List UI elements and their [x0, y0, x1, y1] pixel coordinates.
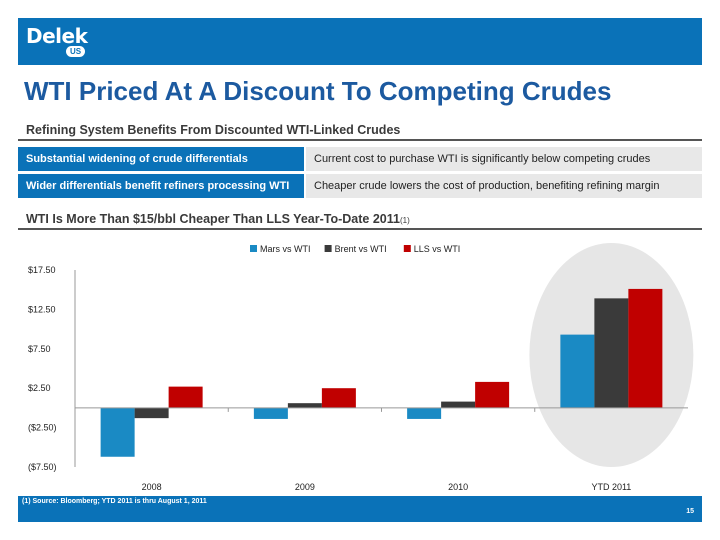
chart-heading-footnote-marker: (1) — [399, 216, 410, 225]
x-tick-label: 2008 — [142, 482, 162, 492]
bar-2010-2 — [475, 381, 510, 408]
logo-badge: US — [66, 46, 86, 57]
y-tick-label: ($7.50) — [28, 462, 57, 472]
y-tick-label: $17.50 — [28, 265, 56, 275]
benefit-row-2: Wider differentials benefit refiners pro… — [18, 174, 702, 198]
crude-differentials-chart: Mars vs WTI Brent vs WTI LLS vs WTI $17.50 $… — [28, 243, 694, 492]
page-title: WTI Priced At A Discount To Competing Cr… — [24, 76, 612, 106]
bar-2010-0 — [407, 407, 442, 419]
footnote-bar: (1) Source: Bloomberg; YTD 2011 is thru … — [18, 496, 702, 522]
benefit-row-1-text: Current cost to purchase WTI is signific… — [306, 147, 702, 171]
bar-ytd-2011-2 — [628, 288, 663, 408]
legend-label-1: Brent vs WTI — [335, 244, 387, 254]
section-rule-2 — [18, 228, 702, 230]
bar-2009-2 — [321, 388, 356, 408]
x-tick-label: 2009 — [295, 482, 315, 492]
bar-2008-1 — [134, 407, 169, 419]
benefit-row-1: Substantial widening of crude differenti… — [18, 147, 702, 171]
section-heading-chart: WTI Is More Than $15/bbl Cheaper Than LL… — [26, 212, 410, 226]
footnote-source: (1) Source: Bloomberg; YTD 2011 is thru … — [22, 498, 207, 505]
y-tick-label: $2.50 — [28, 383, 51, 393]
legend-swatch-1 — [324, 245, 332, 252]
section-heading-refining: Refining System Benefits From Discounted… — [26, 123, 401, 137]
logo-text: Delek — [26, 24, 88, 48]
legend-swatch-2 — [403, 245, 411, 252]
benefit-row-1-label: Substantial widening of crude differenti… — [18, 147, 304, 171]
bar-2008-2 — [168, 386, 203, 408]
page-number: 15 — [686, 508, 694, 515]
y-tick-label: $12.50 — [28, 304, 56, 314]
y-tick-label: $7.50 — [28, 344, 51, 354]
legend-label-2: LLS vs WTI — [414, 244, 461, 254]
bar-ytd-2011-0 — [560, 334, 595, 408]
benefit-row-2-text: Cheaper crude lowers the cost of product… — [306, 174, 702, 198]
bar-2009-0 — [253, 407, 288, 419]
legend-swatch-0 — [250, 245, 257, 252]
x-tick-label: 2010 — [448, 482, 468, 492]
x-tick-label: YTD 2011 — [591, 482, 631, 492]
bar-2009-1 — [287, 403, 322, 408]
bar-2008-0 — [100, 407, 135, 457]
delek-logo: Delek US — [26, 24, 106, 60]
bar-2010-1 — [441, 401, 476, 408]
y-tick-label: ($2.50) — [28, 423, 57, 433]
section-rule — [18, 139, 702, 141]
bar-ytd-2011-1 — [594, 298, 629, 408]
benefit-row-2-label: Wider differentials benefit refiners pro… — [18, 174, 304, 198]
header-bar: Delek US — [18, 18, 702, 65]
chart-heading-text: WTI Is More Than $15/bbl Cheaper Than LL… — [26, 212, 400, 226]
legend-label-0: Mars vs WTI — [260, 244, 311, 254]
